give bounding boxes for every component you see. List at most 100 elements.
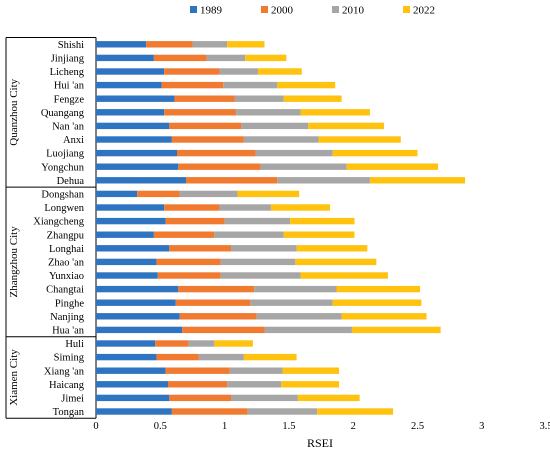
- bar-segment-2022: [332, 299, 422, 306]
- category-label: Fengze: [54, 94, 85, 105]
- bar-segment-2022: [297, 394, 360, 402]
- bar-segment-1989: [96, 381, 169, 388]
- bar-segment-1989: [96, 326, 183, 334]
- bar-segment-2000: [137, 190, 180, 198]
- bar-segment-2010: [223, 81, 278, 89]
- bar-segment-2010: [241, 122, 309, 130]
- x-tick-label: 0: [93, 421, 98, 432]
- bar-segment-1989: [96, 231, 154, 238]
- bar-segment-2022: [270, 204, 331, 211]
- bar-segment-2010: [236, 109, 301, 116]
- x-axis: 0 0.5 1 1.5 2 2.5 3 3.5: [93, 421, 550, 432]
- category-label: Luojiang: [46, 149, 85, 160]
- bar-segment-2010: [179, 190, 238, 198]
- category-label: Hua 'an: [52, 326, 85, 337]
- bar-segment-2022: [245, 54, 287, 62]
- bar-segment-1989: [96, 313, 180, 320]
- legend-swatch-2010: [332, 6, 339, 13]
- bar-segment-1989: [96, 299, 176, 306]
- category-label: Jinjiang: [51, 54, 85, 65]
- legend: 1989 2000 2010 2022: [190, 5, 435, 17]
- bar-segment-2022: [369, 177, 466, 184]
- category-label: Dongshan: [41, 190, 84, 201]
- bar-segment-2022: [258, 68, 302, 75]
- category-label: Pinghe: [55, 298, 85, 309]
- category-label: Xiang 'an: [44, 366, 85, 377]
- bar-segment-2022: [283, 95, 342, 102]
- category-label: Huli: [65, 339, 84, 350]
- category-label: Longhai: [49, 244, 84, 255]
- category-label: Haicang: [49, 380, 85, 391]
- bar-segment-2000: [177, 149, 256, 157]
- bar-segment-2010: [254, 285, 337, 293]
- bar-segment-2010: [198, 353, 244, 361]
- group-label: Xiamen City: [8, 349, 20, 406]
- category-label: Tongan: [53, 407, 85, 418]
- bar-segment-1989: [96, 367, 166, 374]
- category-label: Yunxiao: [49, 271, 84, 282]
- x-tick-label: 3.5: [540, 421, 550, 432]
- bar-segment-2000: [164, 109, 237, 116]
- bar-segment-1989: [96, 109, 165, 116]
- legend-label: 2000: [271, 5, 294, 17]
- bar-segment-1989: [96, 149, 178, 157]
- bar-segment-2022: [300, 109, 370, 116]
- bar-segment-1989: [96, 217, 166, 225]
- bar-segment-2010: [220, 272, 301, 279]
- bar-segment-2022: [332, 149, 418, 157]
- legend-swatch-1989: [190, 6, 197, 13]
- bar-segment-2010: [220, 258, 296, 266]
- bar-segment-1989: [96, 163, 179, 170]
- x-tick-label: 2.5: [411, 421, 424, 432]
- bar-segment-2022: [300, 272, 388, 279]
- bar-segment-2022: [281, 381, 340, 388]
- x-tick-label: 3: [479, 421, 484, 432]
- bar-segment-2000: [153, 231, 215, 238]
- category-label: Zhangpu: [47, 230, 85, 241]
- bar-segment-2000: [161, 81, 224, 89]
- bar-segment-2000: [165, 217, 225, 225]
- category-label: Licheng: [50, 67, 85, 78]
- bar-segment-1989: [96, 258, 157, 266]
- bar-segment-2010: [231, 394, 298, 402]
- category-label: Nanjing: [50, 312, 85, 323]
- bar-segment-1989: [96, 54, 154, 62]
- bar-segment-2010: [227, 381, 282, 388]
- category-label: Anxi: [63, 135, 84, 146]
- category-label: Siming: [54, 353, 85, 364]
- bar-segment-2010: [192, 41, 228, 48]
- bar-segment-2000: [168, 381, 228, 388]
- bar-segment-2000: [155, 340, 189, 347]
- bar-segment-2010: [188, 340, 215, 347]
- legend-label: 2010: [342, 5, 365, 17]
- bar-segment-2022: [243, 353, 297, 361]
- bar-segment-2010: [229, 367, 283, 374]
- bars: [96, 41, 466, 415]
- bar-segment-2010: [234, 95, 284, 102]
- x-tick-label: 1.5: [282, 421, 295, 432]
- bar-segment-1989: [96, 68, 165, 75]
- bar-segment-2022: [282, 367, 340, 374]
- group-labels: Quanzhou City Zhangzhou City Xiamen City: [8, 78, 20, 405]
- bar-segment-2022: [336, 285, 421, 293]
- category-label: Longwen: [44, 203, 84, 214]
- category-label: Changtai: [46, 285, 84, 296]
- x-tick-label: 2: [351, 421, 356, 432]
- group-label: Zhangzhou City: [8, 226, 20, 298]
- category-labels: Shishi Jinjiang Licheng Hui 'an Fengze Quanga…: [33, 40, 84, 418]
- bar-segment-2010: [277, 177, 370, 184]
- bar-segment-2000: [164, 68, 220, 75]
- bar-segment-1989: [96, 190, 138, 198]
- bar-segment-2000: [182, 326, 265, 334]
- bar-segment-2000: [169, 394, 232, 402]
- bar-segment-2022: [237, 190, 300, 198]
- bar-segment-2010: [255, 149, 333, 157]
- bar-segment-2010: [256, 313, 342, 320]
- bar-segment-2022: [290, 217, 355, 225]
- category-label: Quangang: [41, 108, 85, 119]
- bar-segment-2010: [264, 326, 352, 334]
- bar-segment-1989: [96, 122, 170, 130]
- bar-segment-2000: [169, 122, 242, 130]
- x-axis-title: RSEI: [307, 436, 333, 450]
- bar-segment-2000: [156, 353, 199, 361]
